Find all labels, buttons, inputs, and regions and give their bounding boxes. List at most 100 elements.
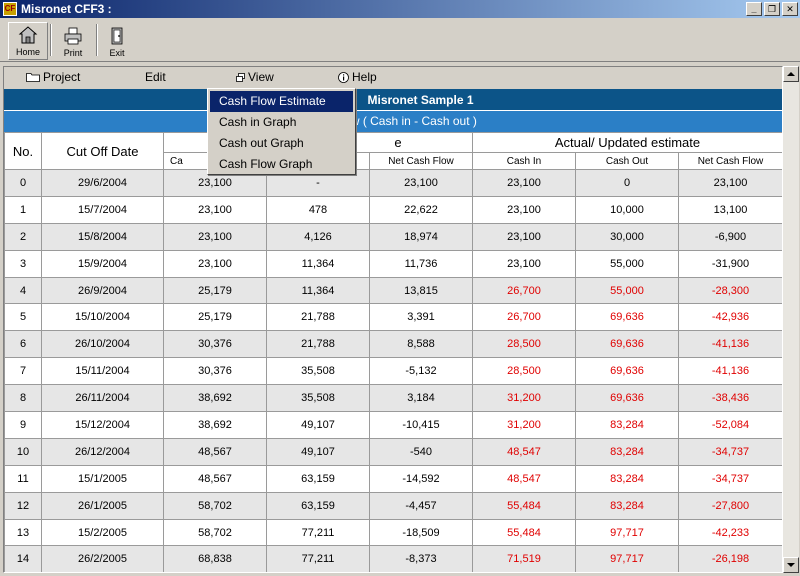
cell-cash-in-original: 23,100 bbox=[163, 249, 267, 278]
cell-net-cash-flow-original: 18,974 bbox=[369, 222, 473, 251]
print-button[interactable]: Print bbox=[54, 22, 92, 60]
cell-no: 1 bbox=[4, 195, 42, 224]
table-row: 8 26/11/2004 38,692 35,508 3,184 31,200 69,636… bbox=[4, 384, 782, 413]
exit-door-icon bbox=[111, 27, 123, 45]
menu-view[interactable]: View bbox=[236, 70, 274, 84]
home-button[interactable]: Home bbox=[8, 22, 48, 60]
cell-net-cash-flow-original: -10,415 bbox=[369, 411, 473, 439]
cell-net-cash-flow-actual: 13,100 bbox=[678, 195, 782, 224]
menu-item-cash-flow-estimate[interactable]: Cash Flow Estimate bbox=[210, 91, 353, 112]
cell-cash-out-actual: 69,636 bbox=[575, 303, 679, 332]
window-icon bbox=[236, 72, 245, 82]
cell-net-cash-flow-original: 8,588 bbox=[369, 330, 473, 359]
cell-net-cash-flow-original: 13,815 bbox=[369, 276, 473, 305]
cell-net-cash-flow-original: 3,184 bbox=[369, 384, 473, 413]
cell-cash-out-original: 63,159 bbox=[266, 491, 370, 520]
restore-button[interactable]: ❐ bbox=[764, 2, 780, 16]
title-bar: CF Misronet CFF3 : _ ❐ ✕ bbox=[0, 0, 800, 18]
print-label: Print bbox=[63, 48, 83, 58]
cell-net-cash-flow-original: -18,509 bbox=[369, 518, 473, 547]
cell-no: 5 bbox=[4, 303, 42, 332]
house-icon bbox=[18, 26, 38, 44]
report-frame: Project Edit View Help Misronet Sample 1… bbox=[3, 66, 783, 573]
minimize-button[interactable]: _ bbox=[746, 2, 762, 16]
cell-cash-out-original: 11,364 bbox=[266, 276, 370, 305]
cell-net-cash-flow-original: -5,132 bbox=[369, 357, 473, 386]
table-row: 3 15/9/2004 23,100 11,364 11,736 23,100 55,000… bbox=[4, 249, 782, 278]
cell-net-cash-flow-actual: -34,737 bbox=[678, 437, 782, 466]
cell-net-cash-flow-original: 23,100 bbox=[369, 169, 473, 197]
cell-net-cash-flow-original: -4,457 bbox=[369, 491, 473, 520]
cell-cash-in-actual: 26,700 bbox=[472, 276, 576, 305]
cell-cutoff-date: 26/11/2004 bbox=[41, 384, 164, 413]
cell-cash-out-actual: 83,284 bbox=[575, 437, 679, 466]
menu-help[interactable]: Help bbox=[338, 70, 377, 84]
menu-item-cash-in-graph[interactable]: Cash in Graph bbox=[219, 115, 297, 129]
cell-net-cash-flow-actual: -38,436 bbox=[678, 384, 782, 413]
cell-cash-in-original: 48,567 bbox=[163, 464, 267, 493]
cell-cash-out-actual: 69,636 bbox=[575, 384, 679, 413]
cell-cash-out-actual: 97,717 bbox=[575, 545, 679, 572]
cell-cash-out-original: 49,107 bbox=[266, 411, 370, 439]
table-row: 7 15/11/2004 30,376 35,508 -5,132 28,500 69,63… bbox=[4, 357, 782, 386]
toolbar: Home Print Exit bbox=[0, 18, 800, 62]
table-row: 0 29/6/2004 23,100-23,100 23,100 0 23,100 bbox=[4, 169, 782, 197]
window-title: Misronet CFF3 : bbox=[21, 2, 112, 16]
cell-cash-out-original: 63,159 bbox=[266, 464, 370, 493]
column-header-cutoff-date: Cut Off Date bbox=[41, 132, 164, 170]
cell-cash-out-original: 35,508 bbox=[266, 357, 370, 386]
cell-cash-out-original: 478 bbox=[266, 195, 370, 224]
scroll-down-button[interactable] bbox=[783, 557, 799, 573]
vertical-scrollbar[interactable] bbox=[783, 66, 799, 573]
printer-icon bbox=[64, 27, 82, 45]
cell-cash-in-original: 25,179 bbox=[163, 276, 267, 305]
cell-cash-in-actual: 26,700 bbox=[472, 303, 576, 332]
cell-net-cash-flow-actual: -28,300 bbox=[678, 276, 782, 305]
cell-cutoff-date: 26/12/2004 bbox=[41, 437, 164, 466]
cell-cash-in-actual: 48,547 bbox=[472, 437, 576, 466]
exit-button[interactable]: Exit bbox=[100, 22, 134, 60]
cell-net-cash-flow-actual: -42,936 bbox=[678, 303, 782, 332]
cell-cash-in-original: 58,702 bbox=[163, 491, 267, 520]
cell-cash-out-actual: 55,000 bbox=[575, 276, 679, 305]
cell-no: 3 bbox=[4, 249, 42, 278]
cell-cash-out-original: 11,364 bbox=[266, 249, 370, 278]
cell-cash-in-original: 25,179 bbox=[163, 303, 267, 332]
table-row: 9 15/12/2004 38,692 49,107 -10,415 31,200 83,2… bbox=[4, 411, 782, 439]
column-header-net-cash-flow-actual: Net Cash Flow bbox=[678, 152, 782, 170]
cell-cash-out-original: 77,211 bbox=[266, 545, 370, 572]
cell-net-cash-flow-actual: -41,136 bbox=[678, 330, 782, 359]
cell-net-cash-flow-actual: -6,900 bbox=[678, 222, 782, 251]
menu-item-cash-out-graph[interactable]: Cash out Graph bbox=[219, 136, 304, 150]
cell-cash-in-actual: 28,500 bbox=[472, 330, 576, 359]
view-dropdown-menu: Cash Flow Estimate Cash in Graph Cash ou… bbox=[207, 88, 356, 175]
cell-cash-in-actual: 48,547 bbox=[472, 464, 576, 493]
table-row: 10 26/12/2004 48,567 49,107 -540 48,547 83,284… bbox=[4, 437, 782, 466]
table-row: 6 26/10/2004 30,376 21,788 8,588 28,500 69,636… bbox=[4, 330, 782, 359]
close-button[interactable]: ✕ bbox=[782, 2, 798, 16]
menu-project[interactable]: Project bbox=[26, 70, 80, 84]
menu-bar: Project Edit View Help bbox=[4, 67, 782, 89]
menu-item-cash-flow-graph[interactable]: Cash Flow Graph bbox=[219, 157, 313, 171]
cell-cutoff-date: 15/1/2005 bbox=[41, 464, 164, 493]
scroll-up-button[interactable] bbox=[783, 66, 799, 82]
cell-no: 4 bbox=[4, 276, 42, 305]
menu-help-label: Help bbox=[352, 70, 377, 84]
cell-cash-out-original: 77,211 bbox=[266, 518, 370, 547]
folder-icon bbox=[26, 73, 40, 82]
cell-cash-in-actual: 23,100 bbox=[472, 249, 576, 278]
cell-no: 8 bbox=[4, 384, 42, 413]
cell-cash-in-original: 58,702 bbox=[163, 518, 267, 547]
menu-edit[interactable]: Edit bbox=[145, 70, 166, 84]
cell-net-cash-flow-original: 11,736 bbox=[369, 249, 473, 278]
menu-project-label: Project bbox=[43, 70, 81, 84]
cell-cutoff-date: 26/10/2004 bbox=[41, 330, 164, 359]
cell-cash-in-original: 38,692 bbox=[163, 384, 267, 413]
cell-cash-out-actual: 55,000 bbox=[575, 249, 679, 278]
cell-net-cash-flow-original: 22,622 bbox=[369, 195, 473, 224]
cell-cutoff-date: 26/9/2004 bbox=[41, 276, 164, 305]
cell-net-cash-flow-actual: -42,233 bbox=[678, 518, 782, 547]
menu-view-label: View bbox=[248, 70, 274, 84]
cell-no: 0 bbox=[4, 169, 42, 197]
cell-no: 12 bbox=[4, 491, 42, 520]
